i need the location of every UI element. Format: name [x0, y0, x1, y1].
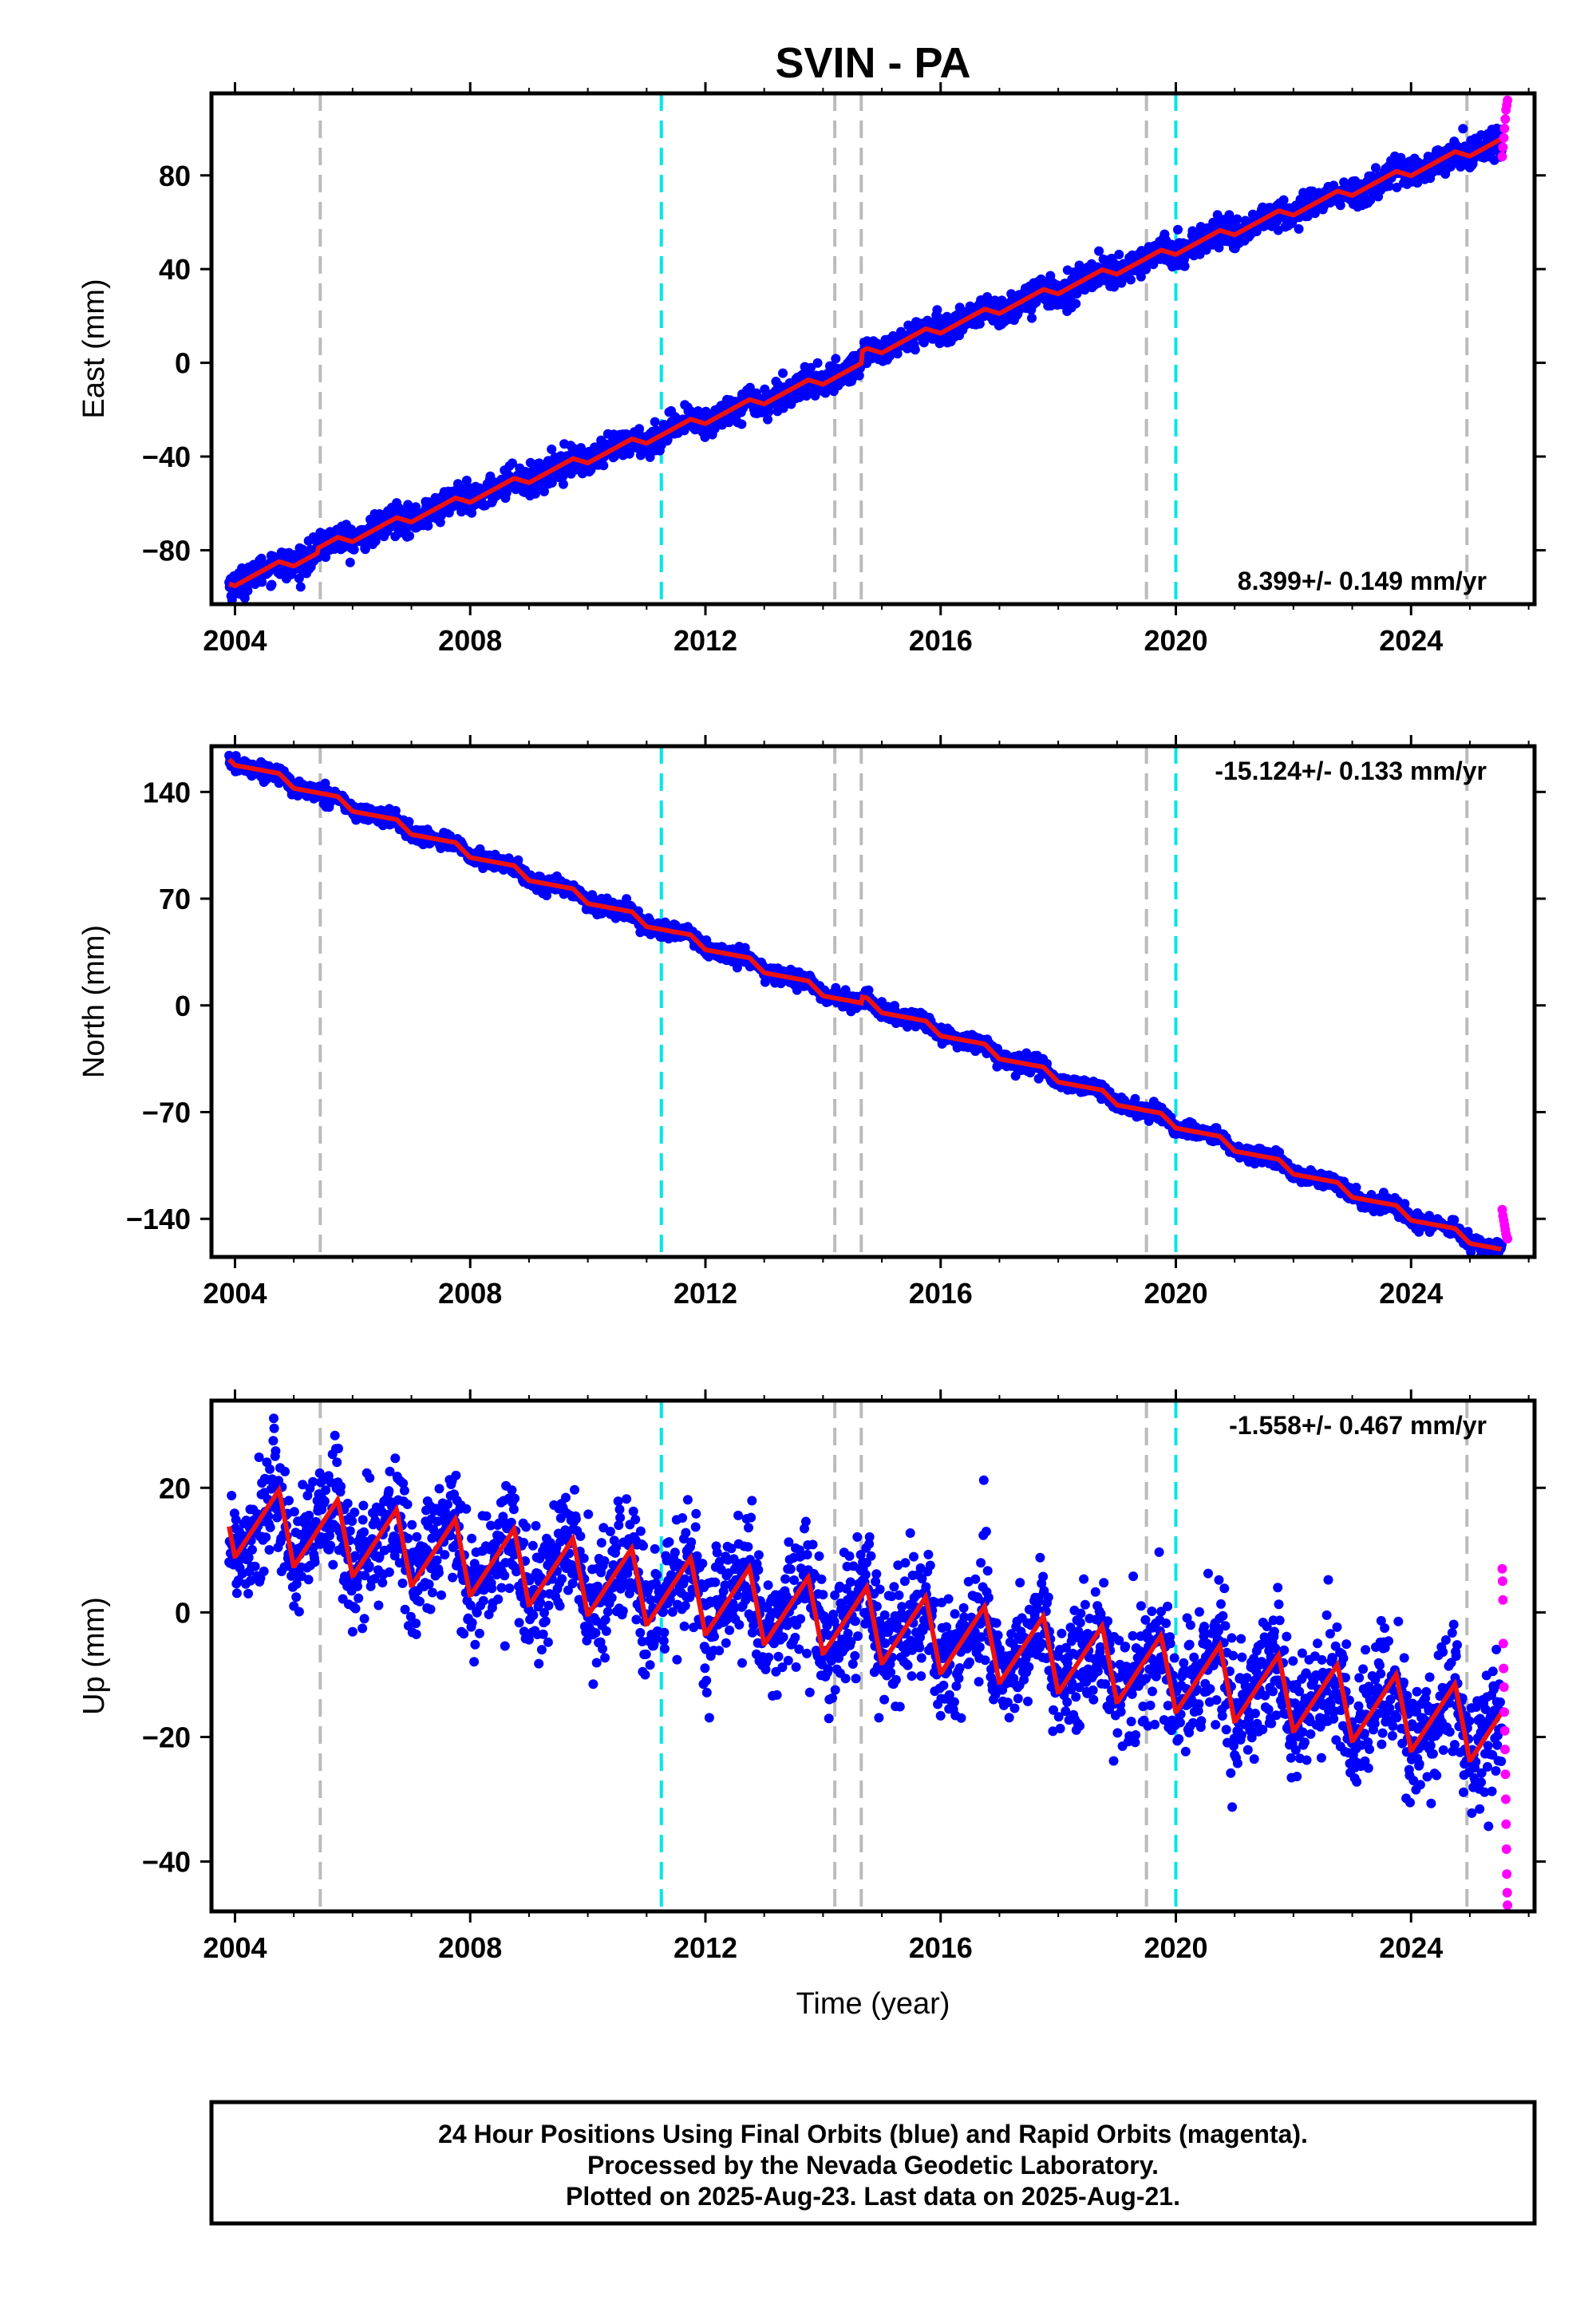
east-final-point: [294, 573, 304, 583]
east-final-point: [423, 520, 433, 531]
east-final-point: [349, 544, 359, 555]
east-final-point: [1114, 249, 1124, 259]
east-final-point: [1173, 224, 1183, 235]
east-final-point: [974, 318, 985, 329]
east-final-point: [910, 345, 920, 355]
east-final-point: [345, 557, 355, 567]
north-final-point: [404, 816, 414, 827]
east-final-point: [645, 452, 655, 462]
east-y-tick-label: 40: [159, 253, 191, 286]
east-final-point: [1179, 261, 1190, 271]
east-y-axis-label: East (mm): [77, 279, 111, 418]
east-final-point: [257, 577, 267, 587]
north-final-point: [622, 894, 632, 904]
north-panel: 2004 2008 2012 2016 2020 2024−140−70070140Nor…: [77, 735, 1546, 1310]
east-frame: [209, 91, 1537, 607]
east-final-point: [360, 544, 370, 555]
east-rapid-point: [1497, 152, 1507, 162]
east-final-point: [256, 553, 267, 563]
east-final-point: [525, 457, 535, 468]
east-final-point: [1365, 195, 1376, 205]
east-final-point: [1141, 264, 1151, 275]
east-final-point: [1232, 214, 1242, 224]
east-final-point: [1071, 298, 1081, 309]
east-final-point: [1278, 195, 1289, 205]
east-final-point: [558, 479, 568, 489]
east-x-tick-label: 2004: [203, 624, 267, 657]
east-final-point: [764, 407, 774, 417]
east-final-point: [461, 476, 472, 485]
east-final-point: [831, 354, 841, 364]
east-rapid-point: [1498, 142, 1508, 152]
east-rapid-point: [1499, 124, 1510, 133]
east-rapid-point: [1499, 132, 1509, 143]
east-final-point: [854, 370, 864, 381]
east-final-point: [405, 531, 415, 541]
east-final-point: [1094, 246, 1104, 256]
east-final-point: [403, 500, 413, 510]
east-final-point: [598, 460, 609, 471]
east-final-point: [1371, 163, 1381, 173]
east-y-tick-label: −40: [142, 441, 191, 473]
east-plot-area: [224, 93, 1513, 604]
east-x-tick-label: 2012: [674, 624, 737, 657]
north-final-point: [542, 891, 551, 901]
east-final-point: [1214, 243, 1224, 253]
north-final-points: [224, 750, 1507, 1257]
east-rapid-point: [1500, 114, 1511, 124]
east-y-tick-label: 80: [159, 160, 191, 192]
east-final-point: [932, 305, 942, 315]
east-final-point: [321, 552, 331, 563]
east-final-point: [1027, 313, 1037, 323]
east-final-point: [1335, 200, 1345, 211]
east-final-point: [295, 582, 306, 592]
east-final-point: [1392, 182, 1402, 192]
east-final-point: [1136, 271, 1146, 282]
north-plot-area: [224, 746, 1513, 1257]
east-panel: 2004 2008 2012 2016 2020 2024 −80 −40 0 40 80 East …: [77, 82, 1546, 657]
north-final-point: [863, 985, 874, 995]
east-x-tick-label: 2008: [438, 624, 502, 657]
east-final-point: [1126, 275, 1136, 285]
east-final-point: [1109, 282, 1120, 292]
east-final-point: [806, 362, 816, 373]
east-final-point: [662, 434, 673, 445]
east-final-point: [539, 486, 549, 496]
east-x-tick-label: 2016: [909, 624, 973, 657]
east-final-point: [763, 414, 772, 425]
east-x-tick-label: 2024: [1379, 624, 1443, 657]
figure-title: SVIN - PA: [775, 39, 970, 87]
east-final-point: [1080, 285, 1090, 295]
east-x-tick-label: 2020: [1144, 624, 1207, 657]
east-y-tick-label: −80: [142, 534, 191, 567]
east-final-point: [812, 358, 823, 368]
east-y-tick-label: 0: [175, 347, 191, 380]
east-final-point: [1412, 178, 1423, 188]
east-final-points: [224, 123, 1507, 604]
east-rapid-point: [1503, 95, 1513, 105]
east-final-point: [1458, 124, 1468, 134]
east-final-point: [547, 445, 557, 454]
east-final-point: [1339, 177, 1349, 188]
east-rate-label: 8.399+/- 0.149 mm/yr: [1238, 567, 1487, 595]
east-final-point: [530, 488, 540, 499]
north-final-point: [320, 778, 330, 788]
east-final-point: [508, 458, 517, 468]
east-final-point: [778, 368, 788, 378]
east-final-point: [1384, 181, 1394, 192]
east-final-point: [239, 593, 250, 603]
east-model-curve: [228, 136, 1503, 589]
east-final-point: [267, 579, 277, 590]
east-final-point: [737, 419, 747, 429]
east-final-point: [1294, 223, 1304, 234]
east-final-point: [396, 505, 406, 516]
east-final-point: [634, 424, 645, 434]
east-final-point: [650, 417, 660, 427]
